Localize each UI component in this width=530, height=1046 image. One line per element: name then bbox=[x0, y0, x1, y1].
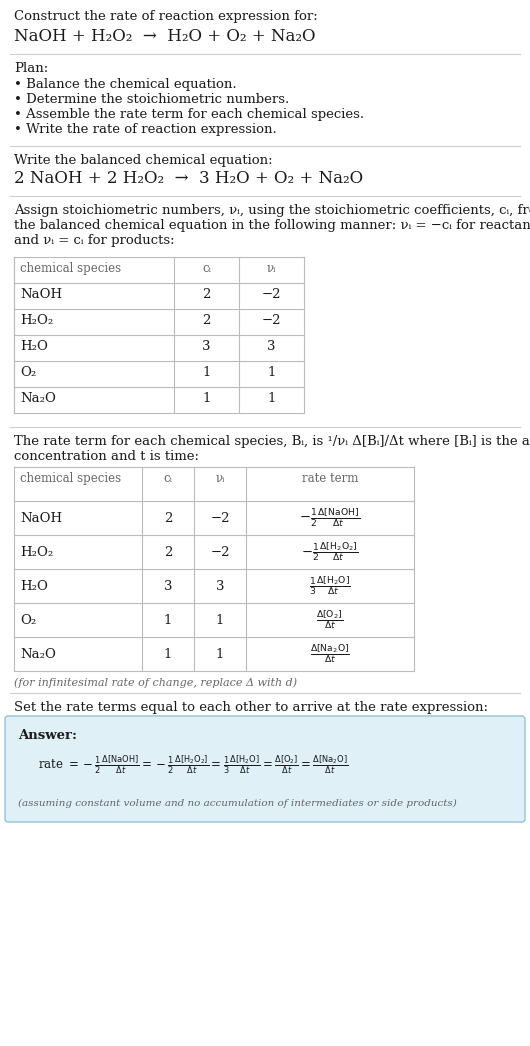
Text: 1: 1 bbox=[202, 366, 211, 379]
Text: NaOH + H₂O₂  →  H₂O + O₂ + Na₂O: NaOH + H₂O₂ → H₂O + O₂ + Na₂O bbox=[14, 28, 315, 45]
Text: −2: −2 bbox=[210, 511, 229, 524]
Text: 2: 2 bbox=[202, 288, 211, 301]
Text: 3: 3 bbox=[202, 340, 211, 353]
Text: Na₂O: Na₂O bbox=[20, 392, 56, 405]
Text: Answer:: Answer: bbox=[18, 729, 77, 742]
Text: (for infinitesimal rate of change, replace Δ with d): (for infinitesimal rate of change, repla… bbox=[14, 677, 297, 687]
Text: Assign stoichiometric numbers, νᵢ, using the stoichiometric coefficients, cᵢ, fr: Assign stoichiometric numbers, νᵢ, using… bbox=[14, 204, 530, 217]
Text: $-\frac{1}{2}\frac{\Delta[\mathrm{NaOH}]}{\Delta t}$: $-\frac{1}{2}\frac{\Delta[\mathrm{NaOH}]… bbox=[299, 507, 360, 529]
Text: 3: 3 bbox=[164, 579, 172, 592]
Text: 1: 1 bbox=[216, 614, 224, 627]
Text: $-\frac{1}{2}\frac{\Delta[\mathrm{H_2O_2}]}{\Delta t}$: $-\frac{1}{2}\frac{\Delta[\mathrm{H_2O_2… bbox=[301, 541, 359, 564]
Text: concentration and t is time:: concentration and t is time: bbox=[14, 450, 199, 463]
Text: Plan:: Plan: bbox=[14, 62, 48, 75]
Text: rate term: rate term bbox=[302, 472, 358, 485]
Text: rate $= -\frac{1}{2}\frac{\Delta[\mathrm{NaOH}]}{\Delta t}= -\frac{1}{2}\frac{\D: rate $= -\frac{1}{2}\frac{\Delta[\mathrm… bbox=[38, 754, 349, 776]
Text: Na₂O: Na₂O bbox=[20, 647, 56, 660]
Text: 2: 2 bbox=[164, 546, 172, 559]
Text: The rate term for each chemical species, Bᵢ, is ¹/νᵢ Δ[Bᵢ]/Δt where [Bᵢ] is the : The rate term for each chemical species,… bbox=[14, 435, 530, 448]
Text: NaOH: NaOH bbox=[20, 288, 62, 301]
Text: 2: 2 bbox=[164, 511, 172, 524]
Text: 1: 1 bbox=[267, 366, 276, 379]
Text: 1: 1 bbox=[164, 647, 172, 660]
Text: H₂O: H₂O bbox=[20, 579, 48, 592]
Text: H₂O₂: H₂O₂ bbox=[20, 546, 53, 559]
Text: • Assemble the rate term for each chemical species.: • Assemble the rate term for each chemic… bbox=[14, 108, 364, 121]
Text: H₂O: H₂O bbox=[20, 340, 48, 353]
Text: 1: 1 bbox=[267, 392, 276, 405]
Text: and νᵢ = cᵢ for products:: and νᵢ = cᵢ for products: bbox=[14, 234, 174, 247]
Text: 1: 1 bbox=[216, 647, 224, 660]
Text: νᵢ: νᵢ bbox=[267, 262, 276, 275]
Text: Set the rate terms equal to each other to arrive at the rate expression:: Set the rate terms equal to each other t… bbox=[14, 701, 488, 714]
Text: • Determine the stoichiometric numbers.: • Determine the stoichiometric numbers. bbox=[14, 93, 289, 106]
Text: 1: 1 bbox=[202, 392, 211, 405]
Text: Write the balanced chemical equation:: Write the balanced chemical equation: bbox=[14, 154, 272, 167]
Text: 3: 3 bbox=[216, 579, 224, 592]
Text: • Write the rate of reaction expression.: • Write the rate of reaction expression. bbox=[14, 123, 277, 136]
Text: O₂: O₂ bbox=[20, 366, 36, 379]
Text: cᵢ: cᵢ bbox=[202, 262, 211, 275]
Text: • Balance the chemical equation.: • Balance the chemical equation. bbox=[14, 78, 236, 91]
Text: the balanced chemical equation in the following manner: νᵢ = −cᵢ for reactants: the balanced chemical equation in the fo… bbox=[14, 219, 530, 232]
Text: −2: −2 bbox=[262, 314, 281, 327]
Text: −2: −2 bbox=[262, 288, 281, 301]
Text: chemical species: chemical species bbox=[20, 472, 121, 485]
Text: (assuming constant volume and no accumulation of intermediates or side products): (assuming constant volume and no accumul… bbox=[18, 799, 457, 809]
Text: 3: 3 bbox=[267, 340, 276, 353]
Text: $\frac{\Delta[\mathrm{Na_2O}]}{\Delta t}$: $\frac{\Delta[\mathrm{Na_2O}]}{\Delta t}… bbox=[310, 642, 350, 665]
Text: νᵢ: νᵢ bbox=[215, 472, 225, 485]
Text: −2: −2 bbox=[210, 546, 229, 559]
Text: NaOH: NaOH bbox=[20, 511, 62, 524]
Text: H₂O₂: H₂O₂ bbox=[20, 314, 53, 327]
Text: $\frac{\Delta[\mathrm{O_2}]}{\Delta t}$: $\frac{\Delta[\mathrm{O_2}]}{\Delta t}$ bbox=[316, 609, 343, 632]
Text: O₂: O₂ bbox=[20, 614, 36, 627]
FancyBboxPatch shape bbox=[5, 717, 525, 822]
Text: cᵢ: cᵢ bbox=[164, 472, 172, 485]
Text: 2: 2 bbox=[202, 314, 211, 327]
Text: Construct the rate of reaction expression for:: Construct the rate of reaction expressio… bbox=[14, 10, 318, 23]
Text: $\frac{1}{3}\frac{\Delta[\mathrm{H_2O}]}{\Delta t}$: $\frac{1}{3}\frac{\Delta[\mathrm{H_2O}]}… bbox=[309, 574, 351, 597]
Text: chemical species: chemical species bbox=[20, 262, 121, 275]
Text: 1: 1 bbox=[164, 614, 172, 627]
Text: 2 NaOH + 2 H₂O₂  →  3 H₂O + O₂ + Na₂O: 2 NaOH + 2 H₂O₂ → 3 H₂O + O₂ + Na₂O bbox=[14, 170, 363, 187]
